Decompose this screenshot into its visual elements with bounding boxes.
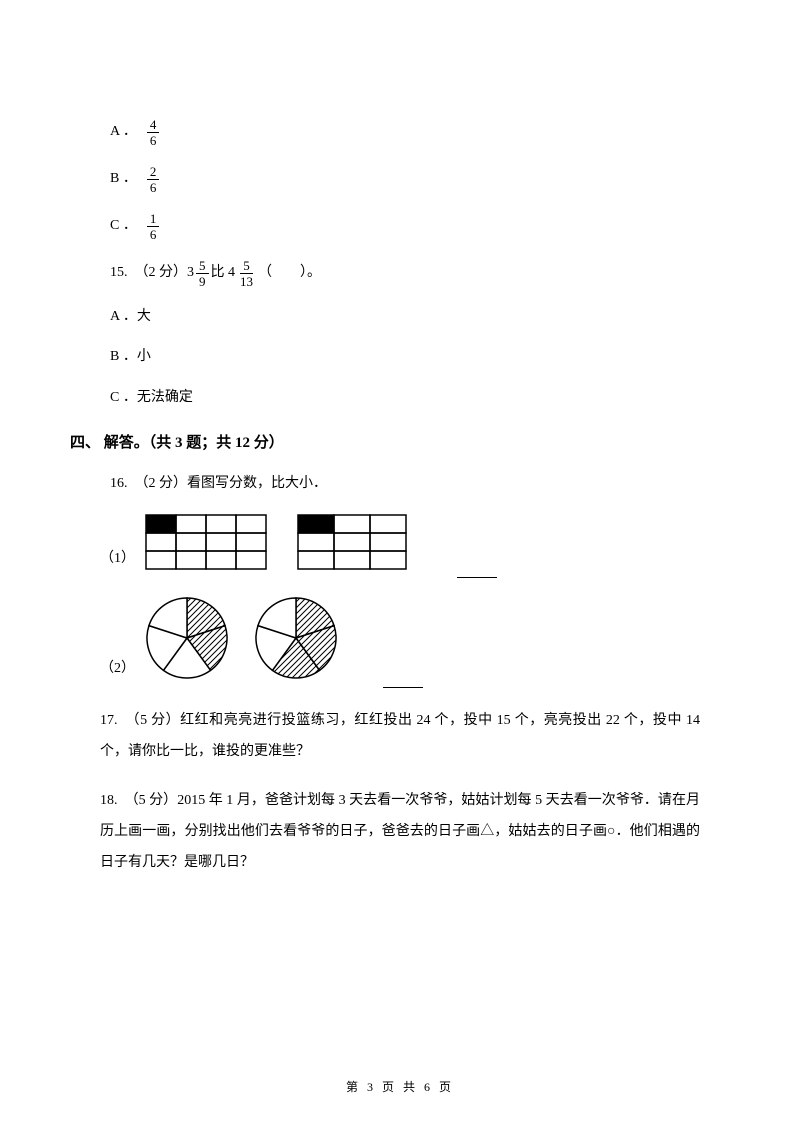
q15-suffix: （ ）。 — [258, 262, 321, 284]
q15-opt-c-text: C ．无法确定 — [110, 387, 193, 409]
q18-text: 18. （5 分）2015 年 1 月，爸爸计划每 3 天去看一次爷爷，姑姑计划… — [100, 793, 700, 870]
q15-f2-den: 13 — [237, 274, 256, 288]
blank-line-2 — [383, 687, 423, 688]
pie1-svg — [145, 596, 229, 680]
blank-line-1 — [457, 577, 497, 578]
pie-figure-1 — [145, 596, 229, 688]
section-4-header: 四、 解答。（共 3 题；共 12 分） — [70, 431, 730, 455]
frac-a-num: 4 — [147, 118, 160, 133]
q15-option-b: B ．小 — [110, 346, 730, 368]
q16-sub2-label: （2） — [100, 658, 135, 680]
option-c-label: C ． — [110, 215, 137, 237]
question-17: 17. （5 分）红红和亮亮进行投篮练习，红红投出 24 个，投中 15 个，亮… — [100, 706, 700, 768]
option-a: A ． 4 6 — [110, 118, 730, 147]
q15-frac1: 5 9 — [196, 259, 209, 288]
option-c: C ． 1 6 — [110, 212, 730, 241]
q15-opt-b-text: B ．小 — [110, 346, 151, 368]
fraction-b: 2 6 — [147, 165, 160, 194]
pie2-svg — [254, 596, 338, 680]
grid-figure-2 — [297, 514, 407, 578]
q15-option-a: A ．大 — [110, 306, 730, 328]
q15-mid: 比 4 — [211, 262, 236, 284]
option-a-label: A ． — [110, 121, 137, 143]
q15-frac2: 5 13 — [237, 259, 256, 288]
q15-f2-num: 5 — [240, 259, 253, 274]
grid-figure-1 — [145, 514, 267, 578]
grid2-svg — [297, 514, 407, 570]
fraction-a: 4 6 — [147, 118, 160, 147]
pie-figure-2 — [254, 596, 338, 688]
grid1-svg — [145, 514, 267, 570]
frac-a-den: 6 — [147, 133, 160, 147]
question-15: 15. （2 分）3 5 9 比 4 5 13 （ ）。 — [110, 259, 730, 288]
q16-sub1-label: （1） — [100, 548, 135, 570]
option-b: B ． 2 6 — [110, 165, 730, 194]
frac-b-den: 6 — [147, 180, 160, 194]
q17-text: 17. （5 分）红红和亮亮进行投篮练习，红红投出 24 个，投中 15 个，亮… — [100, 713, 700, 759]
fraction-c: 1 6 — [147, 212, 160, 241]
q15-prefix: 15. （2 分）3 — [110, 262, 194, 284]
frac-c-den: 6 — [147, 227, 160, 241]
q16-sub2: （2） — [100, 596, 730, 688]
frac-b-num: 2 — [147, 165, 160, 180]
q15-f1-den: 9 — [196, 274, 209, 288]
q15-opt-a-text: A ．大 — [110, 306, 151, 328]
option-b-label: B ． — [110, 168, 137, 190]
page-footer: 第 3 页 共 6 页 — [0, 1078, 800, 1097]
question-16: 16. （2 分）看图写分数，比大小． — [110, 473, 730, 495]
q15-f1-num: 5 — [196, 259, 209, 274]
q16-text: 16. （2 分）看图写分数，比大小． — [110, 473, 327, 495]
q16-sub1: （1） — [100, 514, 730, 578]
q15-option-c: C ．无法确定 — [110, 387, 730, 409]
frac-c-num: 1 — [147, 212, 160, 227]
question-18: 18. （5 分）2015 年 1 月，爸爸计划每 3 天去看一次爷爷，姑姑计划… — [100, 786, 700, 878]
